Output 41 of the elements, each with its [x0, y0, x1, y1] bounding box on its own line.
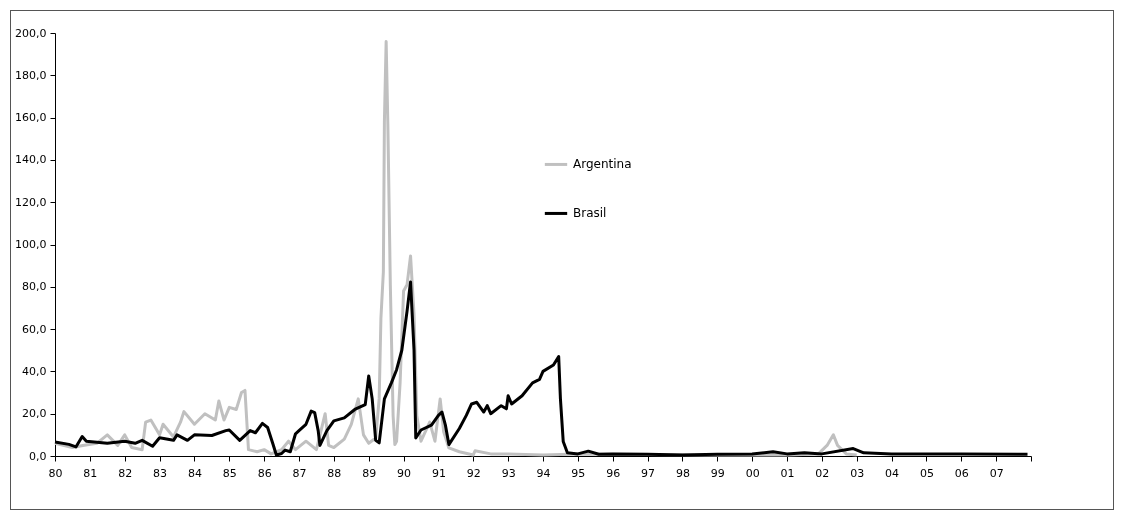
y-tick-label: 100,0 — [15, 238, 47, 251]
y-tick-label: 120,0 — [15, 195, 47, 209]
x-tick-label: 06 — [954, 466, 969, 480]
x-tick-label: 03 — [850, 466, 865, 480]
x-tick-label: 91 — [431, 466, 446, 480]
y-tick-label: 60,0 — [22, 322, 47, 336]
x-tick-label: 07 — [989, 466, 1004, 480]
x-tick-label: 05 — [919, 466, 934, 480]
x-tick-label: 96 — [606, 466, 621, 480]
y-tick-label: 40,0 — [22, 364, 47, 378]
x-tick-label: 81 — [83, 466, 98, 480]
x-tick-label: 93 — [501, 466, 516, 480]
x-tick-label: 87 — [292, 466, 307, 480]
x-tick-label: 80 — [48, 466, 63, 480]
x-tick-label: 89 — [362, 466, 377, 480]
x-tick-label: 01 — [780, 466, 795, 480]
x-tick-label: 04 — [885, 466, 900, 480]
y-tick-label: 20,0 — [22, 407, 47, 421]
x-tick-label: 86 — [257, 466, 272, 480]
y-tick-label: 140,0 — [15, 153, 47, 167]
x-tick-label: 92 — [466, 466, 481, 480]
y-tick-label: 0,0 — [29, 449, 47, 463]
y-tick-label: 160,0 — [15, 111, 47, 125]
x-tick-label: 99 — [710, 466, 725, 480]
x-tick-label: 02 — [815, 466, 830, 480]
x-tick-label: 94 — [536, 466, 551, 480]
x-tick-label: 84 — [187, 466, 202, 480]
x-tick-label: 98 — [675, 466, 690, 480]
x-tick-label: 00 — [745, 466, 760, 480]
x-tick-label: 82 — [118, 466, 133, 480]
y-tick-label: 80,0 — [22, 280, 47, 294]
y-tick-label: 200,0 — [15, 26, 47, 40]
legend-label: Argentina — [573, 157, 632, 172]
x-tick-label: 88 — [327, 466, 342, 480]
x-tick-label: 83 — [153, 466, 168, 480]
y-tick-label: 180,0 — [15, 68, 47, 82]
x-tick-label: 95 — [571, 466, 586, 480]
x-tick-label: 97 — [641, 466, 656, 480]
x-tick-label: 85 — [222, 466, 237, 480]
x-tick-label: 90 — [397, 466, 412, 480]
legend-label: Brasil — [573, 206, 607, 221]
